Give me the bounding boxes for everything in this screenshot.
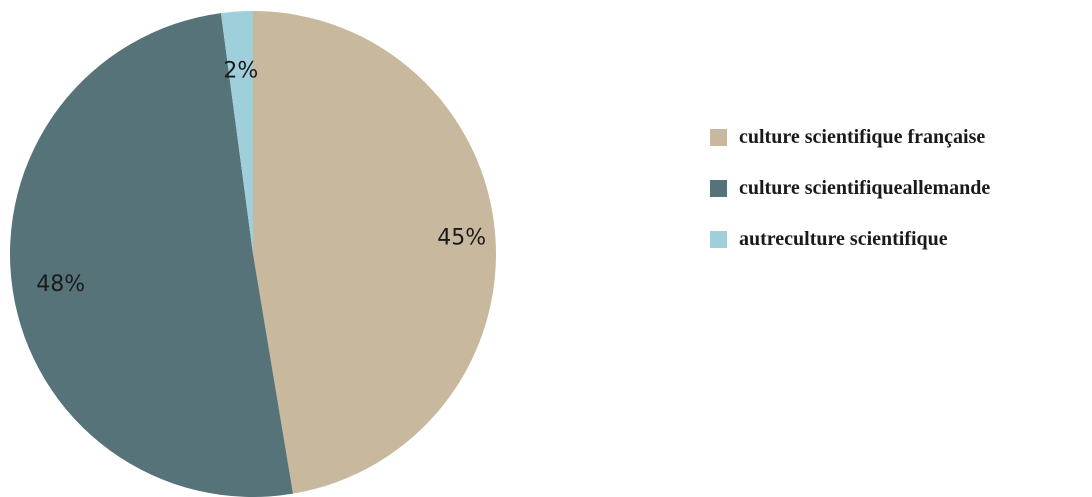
legend-label-francaise: culture scientifique française xyxy=(739,125,986,148)
legend: culture scientifique française culture s… xyxy=(710,124,990,277)
legend-swatch-allemande xyxy=(710,179,727,197)
pie-slices xyxy=(10,11,496,497)
pie-slice-allemande xyxy=(10,13,293,497)
pie-label-autre: 2% xyxy=(223,59,258,84)
legend-swatch-autre xyxy=(710,230,727,248)
pie-slice-francaise xyxy=(253,11,496,494)
legend-label-allemande: culture scientifiqueallemande xyxy=(739,176,991,199)
legend-item-francaise: culture scientifique française xyxy=(710,124,990,150)
legend-item-allemande: culture scientifiqueallemande xyxy=(710,175,990,201)
legend-label-autre: autreculture scientifique xyxy=(739,227,948,250)
pie-label-allemande: 48% xyxy=(36,272,85,297)
pie-label-francaise: 45% xyxy=(437,226,486,251)
pie-labels: 45% 48% 2% xyxy=(36,59,486,297)
legend-swatch-francaise xyxy=(710,128,727,146)
pie-slice-autre xyxy=(220,11,253,254)
legend-item-autre: autreculture scientifique xyxy=(710,226,990,252)
